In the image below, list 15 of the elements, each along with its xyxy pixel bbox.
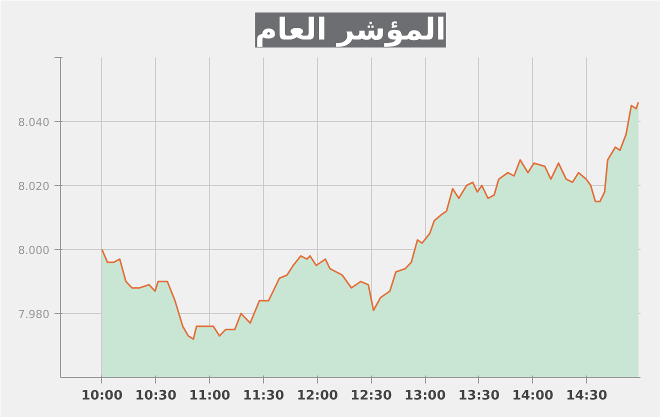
x-tick-label: 11:00 — [188, 388, 230, 404]
x-tick-label: 12:00 — [296, 388, 338, 404]
y-tick-label: 8.020 — [18, 180, 50, 193]
x-tick-label: 10:30 — [135, 388, 177, 404]
y-tick-label: 7.980 — [18, 308, 50, 321]
y-tick-label: 8.040 — [18, 116, 50, 129]
chart-title: المؤشر العام — [255, 12, 446, 48]
x-tick-label: 11:30 — [242, 388, 284, 404]
x-tick-label: 12:30 — [350, 388, 392, 404]
x-tick-label: 13:00 — [404, 388, 446, 404]
x-tick-label: 14:30 — [566, 388, 608, 404]
x-tick-label: 13:30 — [458, 388, 500, 404]
y-tick-label: 8.000 — [18, 244, 50, 257]
x-tick-label: 14:00 — [512, 388, 554, 404]
x-tick-label: 10:00 — [81, 388, 123, 404]
